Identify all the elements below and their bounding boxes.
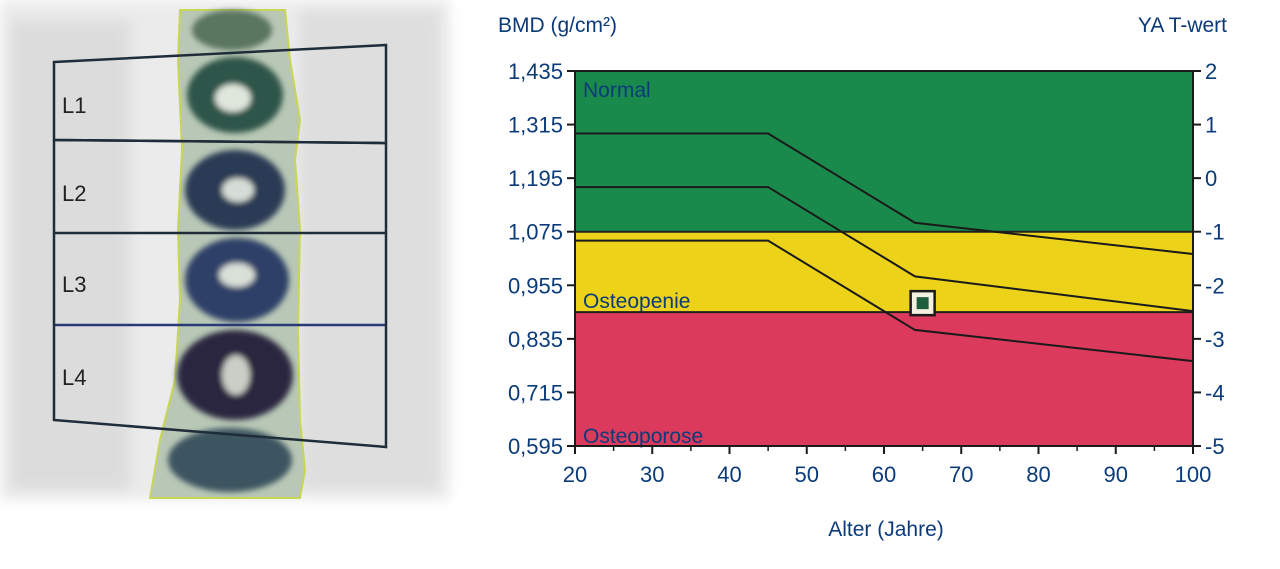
- x-axis-title: Alter (Jahre): [828, 518, 944, 541]
- zone-label-osteoporose: Osteoporose: [583, 425, 703, 448]
- zone-band-osteoporose: [575, 312, 1193, 446]
- zone-label-normal: Normal: [583, 79, 651, 102]
- vertebra-label-l1: L1: [62, 93, 86, 118]
- zone-bands: Normal Osteopenie Osteoporose: [575, 71, 1193, 448]
- x-tick-label: 30: [640, 462, 664, 487]
- x-tick-label: 100: [1175, 462, 1212, 487]
- y-tick-label-left: 0,715: [508, 380, 563, 405]
- y-tick-label-right: -4: [1205, 380, 1225, 405]
- spine-column: [148, 9, 307, 499]
- reference-curve-1: [575, 132, 1194, 256]
- x-tick-label: 20: [563, 462, 587, 487]
- y-tick-label-left: 1,315: [508, 113, 563, 138]
- y-tick-label-right: 2: [1205, 59, 1217, 84]
- y-tick-label-left: 1,435: [508, 59, 563, 84]
- vertebra-label-l3: L3: [62, 272, 86, 297]
- y-tick-label-right: -1: [1205, 220, 1225, 245]
- vertebra-label-l4: L4: [62, 365, 86, 390]
- x-tick-label: 40: [717, 462, 741, 487]
- y-tick-label-left: 1,075: [508, 220, 563, 245]
- x-tick-label: 70: [949, 462, 973, 487]
- zone-band-normal: [575, 71, 1193, 232]
- y-axis-left-title: BMD (g/cm²): [498, 14, 617, 37]
- reference-curve-3: [575, 239, 1194, 363]
- spine-scan-image: L1 L2 L3 L4: [0, 0, 470, 569]
- x-tick-label: 80: [1026, 462, 1050, 487]
- y-tick-label-left: 0,955: [508, 273, 563, 298]
- patient-marker-fill: [916, 297, 929, 310]
- bmd-chart: BMD (g/cm²) YA T-wert Alter (Jahre) Norm…: [498, 14, 1227, 541]
- roi-boxes: [52, 43, 388, 449]
- y-tick-label-left: 0,835: [508, 327, 563, 352]
- x-tick-label: 60: [872, 462, 896, 487]
- zone-label-osteopenie: Osteopenie: [583, 290, 690, 313]
- y-tick-label-right: -3: [1205, 327, 1225, 352]
- tick-labels: 1,435 2 1,315 1 1,195 0 1,075 -1 0,955 -2 0,835 -3 0…: [508, 59, 1225, 487]
- y-tick-label-left: 1,195: [508, 166, 563, 191]
- x-tick-label: 50: [795, 462, 819, 487]
- patient-marker-layer: [909, 289, 936, 317]
- y-tick-label-right: 0: [1205, 166, 1217, 191]
- x-tick-label: 90: [1104, 462, 1128, 487]
- y-tick-label-right: -5: [1205, 434, 1225, 459]
- reference-curve-2: [575, 186, 1194, 313]
- y-tick-label-left: 0,595: [508, 434, 563, 459]
- y-tick-label-right: -2: [1205, 273, 1225, 298]
- reference-curves: [575, 132, 1194, 363]
- y-axis-right-title: YA T-wert: [1138, 14, 1227, 37]
- y-tick-label-right: 1: [1205, 113, 1217, 138]
- patient-marker: [909, 289, 936, 317]
- vertebra-label-l2: L2: [62, 181, 86, 206]
